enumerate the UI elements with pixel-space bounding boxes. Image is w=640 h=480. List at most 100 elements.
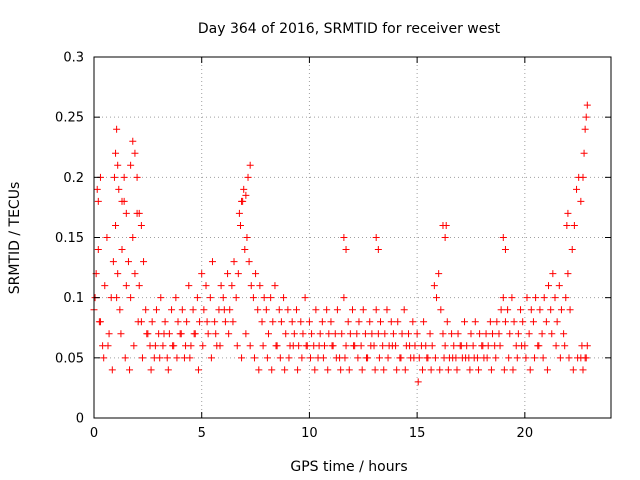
data-point [372, 234, 380, 241]
data-point [582, 354, 590, 362]
data-point [564, 209, 572, 217]
data-point [457, 342, 465, 350]
data-point [551, 294, 559, 302]
data-point [560, 330, 568, 338]
data-point [444, 366, 452, 374]
data-point [216, 342, 224, 350]
data-point [548, 330, 556, 338]
data-point [220, 306, 228, 314]
data-point [419, 366, 427, 374]
data-point [103, 234, 111, 241]
data-point [190, 330, 198, 338]
data-point [345, 366, 353, 374]
data-point [549, 270, 557, 278]
y-axis-label: SRMTID / TECUs [7, 182, 23, 295]
data-point [311, 366, 319, 374]
data-point [163, 354, 171, 362]
y-tick-label: 0.05 [55, 351, 84, 366]
data-point [130, 342, 138, 350]
data-point [156, 354, 164, 362]
data-point [100, 354, 108, 362]
data-points [90, 101, 591, 386]
data-point [177, 330, 185, 338]
data-point [250, 354, 258, 362]
x-axis-label: GPS time / hours [290, 459, 407, 475]
data-point [224, 270, 232, 278]
data-point [121, 354, 129, 362]
data-point [420, 318, 428, 326]
data-point [350, 342, 358, 350]
data-point [553, 318, 561, 326]
data-point [495, 330, 503, 338]
data-point [178, 306, 186, 314]
data-point [262, 306, 270, 314]
data-point [433, 294, 441, 302]
data-point [413, 330, 421, 338]
data-point [398, 330, 406, 338]
data-point [114, 161, 122, 169]
data-point [505, 354, 513, 362]
data-point [159, 342, 167, 350]
data-point [453, 366, 461, 374]
data-point [93, 185, 101, 193]
data-point [539, 354, 547, 362]
data-point [256, 282, 264, 290]
data-point [414, 378, 422, 386]
data-point [255, 366, 263, 374]
data-point [247, 282, 255, 290]
data-point [375, 354, 383, 362]
data-point [245, 258, 253, 266]
data-point [517, 306, 525, 314]
data-point [393, 366, 401, 374]
data-point [182, 342, 190, 350]
data-point [233, 342, 241, 350]
data-point [500, 366, 508, 374]
data-point [525, 330, 533, 338]
data-point [112, 221, 120, 229]
data-point [316, 330, 324, 338]
data-point [118, 197, 126, 205]
data-point [101, 282, 109, 290]
data-point [160, 330, 168, 338]
data-point [577, 197, 585, 205]
data-point [276, 354, 284, 362]
data-point [563, 221, 571, 229]
y-tick-label: 0 [76, 412, 84, 427]
data-point [267, 294, 275, 302]
data-point [379, 342, 387, 350]
data-point [219, 294, 227, 302]
data-point [232, 294, 240, 302]
data-point [499, 294, 507, 302]
data-point [328, 342, 336, 350]
data-point [115, 185, 123, 193]
data-point [104, 342, 112, 350]
data-point [580, 149, 588, 157]
data-point [140, 258, 148, 266]
data-point [449, 354, 457, 362]
data-point [157, 294, 165, 302]
data-point [116, 306, 124, 314]
y-tick-label: 0.15 [55, 231, 84, 246]
data-point [95, 318, 103, 326]
data-point [282, 330, 290, 338]
data-point [169, 342, 177, 350]
data-point [475, 366, 483, 374]
data-point [246, 161, 254, 169]
data-point [440, 354, 448, 362]
data-point [470, 354, 478, 362]
data-point [230, 258, 238, 266]
data-point [471, 318, 479, 326]
data-point [493, 318, 501, 326]
data-point [349, 306, 356, 314]
data-point [112, 149, 120, 157]
data-point [405, 330, 413, 338]
data-point [142, 306, 150, 314]
data-point [292, 306, 300, 314]
data-point [240, 185, 248, 193]
data-point [281, 366, 289, 374]
data-point [467, 330, 475, 338]
data-point [501, 246, 509, 254]
data-point [302, 342, 310, 350]
data-point [133, 173, 141, 181]
